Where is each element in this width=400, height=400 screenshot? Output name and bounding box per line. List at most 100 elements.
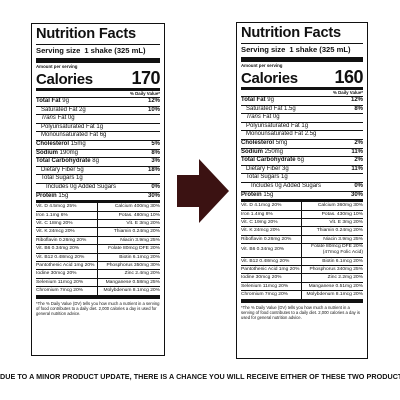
protein-pct: 30% [350, 191, 363, 198]
saturated-fat-row: Saturated Fat 1.5g 8% [241, 106, 363, 115]
total-sugars-label: Total Sugars 1g [41, 175, 83, 182]
vitamin-cell: Vit. B12 0.48mcg 20% [36, 254, 85, 260]
sodium-label: Sodium [241, 148, 263, 155]
vitamin-row: Iodine 30mcg 20% Zinc 2.2mg 20% [241, 274, 363, 283]
protein-amount: 15g [58, 192, 69, 199]
vitamin-cell: Thiamin 0.24mg 20% [300, 227, 363, 235]
vitamin-row: Selenium 11mcg 20% Manganese 0.58mg 25% [36, 278, 160, 288]
serving-size-label: Serving size [36, 46, 81, 55]
vitamin-row: Vit. B6 0.34mg 20% Folate 80mcg DFE 20% (… [241, 244, 363, 258]
total-fat-amount: 9g [62, 98, 69, 104]
sodium-amount: 250mg [264, 148, 284, 155]
vitamin-row: Pantothenic Acid 1mg 20% Phosphorus 350mg… [36, 261, 160, 271]
vitamin-cell: Iron 1.4mg 8% [241, 211, 273, 217]
calories-row: Calories 170 [36, 68, 160, 91]
total-sugars-label: Total Sugars 1g [246, 174, 288, 181]
vitamin-row: Vit. B12 0.48mcg 20% Biotin 6.1mcg 20% [241, 257, 363, 266]
vitamin-cell: Selenium 11mcg 20% [36, 279, 84, 285]
total-carbohydrate-row: Total Carbohydrate 6g 2% [241, 157, 363, 166]
cholesterol-label: Cholesterol [36, 140, 70, 147]
vitamin-cell: Vit. B6 0.34mg 20% [241, 247, 285, 253]
vitamin-row: Riboflavin 0.26mg 20% Niacin 3.9mg 25% [241, 235, 363, 245]
arrow-right-icon [177, 159, 229, 223]
vitamin-cell: Selenium 11mcg 20% [241, 283, 289, 289]
vitamin-row: Vit. K 24mcg 20% Thiamin 0.24mg 20% [36, 228, 160, 237]
vitamin-cell: Iodine 30mcg 20% [36, 271, 77, 277]
nutrition-facts-title: Nutrition Facts [36, 26, 160, 45]
sodium-label: Sodium [36, 149, 58, 156]
vitamin-cell: Vit. D 4.1mcg 20% [241, 203, 282, 209]
product-update-caption: DUE TO A MINOR PRODUCT UPDATE, THERE IS … [0, 372, 400, 381]
protein-pct: 30% [147, 192, 160, 199]
added-sugars-pct: 0% [354, 182, 363, 189]
vitamin-cell: Vit. B12 0.48mcg 20% [241, 258, 290, 264]
vitamin-cell: Vit. D 4.5mcg 25% [36, 204, 77, 210]
protein-row: Protein 15g 30% [36, 193, 160, 204]
saturated-fat-row: Saturated Fat 2g 10% [36, 107, 160, 116]
vitamin-row: Vit. K 24mcg 20% Thiamin 0.24mg 20% [241, 227, 363, 236]
total-fat-label: Total Fat [36, 98, 61, 104]
amount-per-serving: Amount per serving [241, 63, 283, 68]
trans-fat-label: Trans [41, 115, 56, 122]
sodium-pct: 8% [151, 149, 160, 156]
vitamin-row: Vit. C 18mg 20% Vit. E 3mg 20% [36, 219, 160, 229]
vitamin-row: Pantothenic Acid 1mg 20% Phosphorus 340mg… [241, 265, 363, 275]
total-carbohydrate-label: Total Carbohydrate [241, 157, 296, 164]
saturated-fat-pct: 8% [354, 105, 363, 112]
cholesterol-amount: 15mg [70, 140, 86, 147]
cholesterol-pct: 2% [354, 139, 363, 146]
vitamin-row: Chromium 7mcg 20% Molybdenum 8.1mcg 20% [36, 287, 160, 296]
protein-label: Protein [241, 191, 262, 198]
monounsaturated-fat-label: Monounsaturated Fat 2.5g [246, 131, 317, 138]
cholesterol-pct: 5% [151, 140, 160, 147]
vitamin-cell: Zinc 2.2mg 20% [300, 274, 363, 282]
protein-amount: 15g [263, 191, 274, 198]
polyunsaturated-fat-label: Polyunsaturated Fat 1g [41, 123, 104, 130]
vitamin-cell: Niacin 3.9mg 25% [96, 236, 160, 245]
monounsaturated-fat-row: Monounsaturated Fat 6g [36, 132, 160, 141]
vitamin-cell: Chromium 7mcg 20% [241, 292, 289, 298]
saturated-fat-label: Saturated Fat 2g [41, 106, 86, 113]
total-fat-pct: 12% [350, 97, 363, 103]
total-fat-label: Total Fat [241, 97, 266, 103]
vitamin-cell: Vit. B6 0.34mg 20% [36, 246, 80, 252]
vitamin-cell: Phosphorus 350mg 30% [96, 261, 160, 270]
vitamin-cell: Vit. E 3mg 20% [96, 219, 160, 228]
added-sugars-pct: 0% [151, 183, 160, 190]
monounsaturated-fat-label: Monounsaturated Fat 6g [41, 132, 107, 139]
total-fat-pct: 12% [147, 98, 160, 104]
total-fat-row: Total Fat 9g 12% [241, 97, 363, 106]
total-carbohydrate-amount: 8g [92, 158, 99, 165]
trans-fat-label: Trans [246, 114, 261, 121]
daily-value-header: % Daily Value* [36, 91, 160, 98]
daily-value-footnote: *The % Daily Value (DV) tells you how mu… [36, 295, 160, 317]
vitamin-cell: Folate 80mcg DFE 20% (47mcg Folic Acid) [300, 244, 363, 257]
vitamin-cell: Iodine 30mcg 20% [241, 275, 282, 281]
calories-label: Calories [36, 71, 93, 88]
vitamin-cell: Iron 1.1mg 6% [36, 212, 68, 218]
vitamin-cell: Vit. C 19mg 20% [241, 219, 278, 225]
vitamin-cell: Manganese 0.58mg 25% [96, 278, 160, 287]
serving-size: Serving size 1 shake (325 mL) [36, 45, 160, 63]
dietary-fiber-pct: 11% [351, 165, 363, 172]
vitamin-row: Iron 1.4mg 8% Potas. 430mg 10% [241, 210, 363, 219]
vitamin-row: Vit. B12 0.48mcg 20% Biotin 6.1mcg 20% [36, 253, 160, 262]
vitamin-row: Riboflavin 0.26mg 20% Niacin 3.9mg 25% [36, 236, 160, 246]
vitamin-row: Iodine 30mcg 20% Zinc 2.4mg 20% [36, 270, 160, 279]
vitamin-cell: Chromium 7mcg 20% [36, 288, 84, 294]
trans-fat-amount: Fat 0g [57, 115, 75, 122]
total-carbohydrate-pct: 2% [354, 157, 363, 164]
calories-value: 170 [131, 68, 160, 88]
total-carbohydrate-pct: 3% [151, 158, 160, 165]
vitamin-row: Vit. D 4.1mcg 20% Calcium 360mg 30% [241, 202, 363, 211]
nutrition-facts-panel-old: Nutrition Facts Serving size 1 shake (325… [31, 23, 165, 356]
dietary-fiber-row: Dietary Fiber 5g 18% [36, 167, 160, 176]
vitamin-cell: Potas. 430mg 10% [300, 210, 363, 218]
total-sugars-row: Total Sugars 1g [241, 174, 363, 183]
trans-fat-row: Trans Fat 0g [241, 114, 363, 123]
dietary-fiber-label: Dietary Fiber 5g [41, 166, 84, 173]
added-sugars-row: Includes 0g Added Sugars 0% [36, 184, 160, 193]
polyunsaturated-fat-row: Polyunsaturated Fat 1g [36, 124, 160, 133]
vitamin-cell: Potas. 480mg 10% [96, 211, 160, 219]
protein-row: Protein 15g 30% [241, 192, 363, 203]
